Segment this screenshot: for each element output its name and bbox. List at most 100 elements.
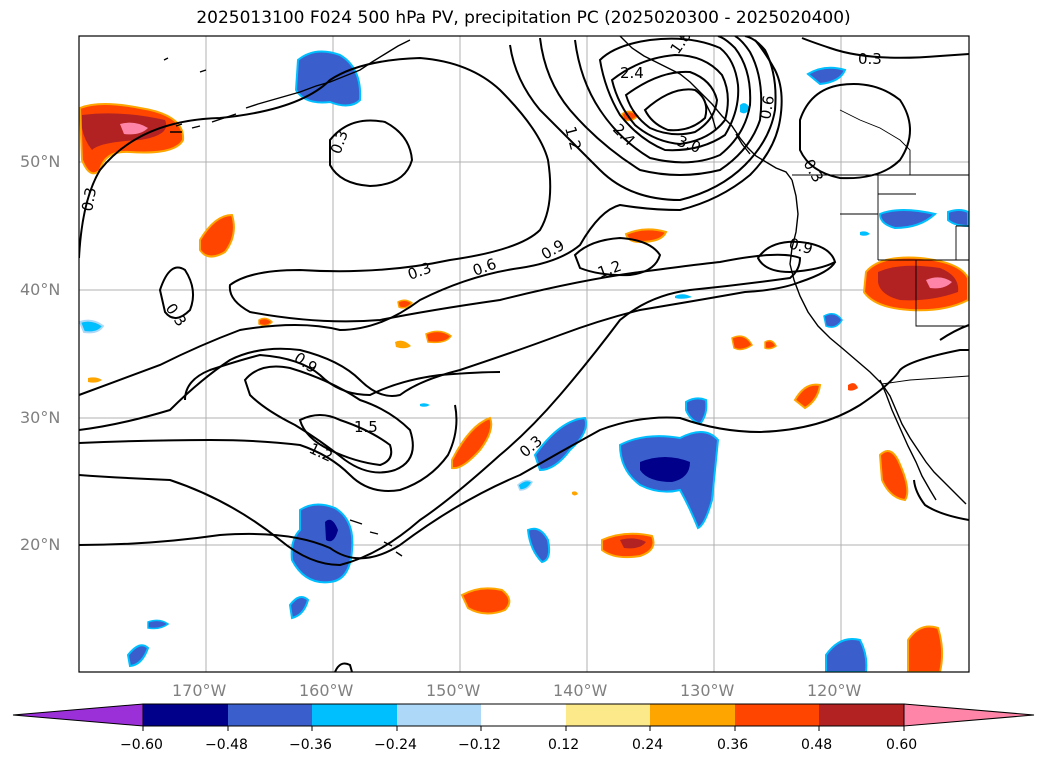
precip-blob-positive: [199, 213, 235, 258]
pv-contour-1.2-loop: [573, 236, 662, 277]
gridlines: [79, 36, 969, 672]
colorbar-extend-low: [12, 703, 144, 727]
pv-contour-1.2: [79, 404, 458, 492]
map-background: [79, 36, 969, 672]
pv-contour-2.1-cutoff: [598, 37, 740, 152]
coastline-hawaii: [349, 519, 403, 557]
colorbar-swatch: [143, 704, 228, 726]
pv-contour-0.3-ne: [801, 37, 969, 59]
precip-blob-negative: [147, 619, 170, 630]
colorbar-swatch: [228, 704, 312, 726]
coastline-baja: [879, 379, 937, 501]
precip-blob-negative-core: [325, 519, 338, 542]
precip-blob-negative: [126, 644, 150, 668]
figure-title: 2025013100 F024 500 hPa PV, precipitatio…: [196, 8, 851, 28]
precip-blob-positive: [451, 416, 493, 470]
precip-blob-negative: [878, 209, 938, 230]
lon-label-120w: 120°W: [807, 681, 862, 700]
colorbar-swatch: [650, 704, 735, 726]
precip-blob-positive-core: [620, 538, 646, 549]
precip-blob-positive: [88, 377, 102, 383]
colorbar-tick-label: −0.24: [374, 737, 417, 753]
colorbar-tick-label: 0.24: [632, 737, 664, 753]
pv-contour-0.9-sw-loop: [243, 365, 414, 474]
pv-contour-0.3-south: [79, 349, 969, 560]
precip-blob-positive-core: [878, 265, 959, 301]
lat-label-20n: 20°N: [20, 535, 61, 554]
precip-blob-negative: [526, 527, 551, 564]
coastline-islands: [163, 57, 207, 127]
pv-contour-0.9-inner: [184, 353, 501, 401]
pv-contour-bottom: [334, 662, 353, 672]
contour-label: 1.2: [561, 124, 585, 152]
pv-contour-0.3-small-loop: [329, 119, 414, 188]
precip-blob-positive-peak: [120, 122, 148, 135]
pv-contour-0.3-west-loop: [158, 266, 195, 319]
precip-blob-negative: [517, 479, 533, 491]
colorbar-swatch: [566, 704, 650, 726]
precip-blob-negative: [288, 595, 310, 620]
pv-contour-1.5-cutoff: [539, 36, 763, 176]
pv-contours: [79, 36, 969, 672]
precip-blob-negative: [420, 403, 430, 407]
precip-blob-positive: [425, 330, 453, 344]
precip-blob-negative: [675, 294, 692, 299]
pv-contour-southeast: [913, 324, 969, 521]
lat-label-40n: 40°N: [20, 280, 61, 299]
colorbar-tick-label: −0.60: [120, 737, 163, 753]
colorbar-tick-label: 0.12: [548, 737, 580, 753]
lon-label-130w: 130°W: [680, 681, 735, 700]
precip-blob-negative: [290, 503, 354, 584]
political-borders: [792, 109, 969, 385]
precip-blob-positive: [572, 491, 578, 496]
coastline-west-us: [789, 179, 967, 505]
precip-blob-negative: [823, 313, 843, 328]
precip-blob-positive: [395, 340, 411, 349]
colorbar-tick-label: 0.48: [801, 737, 833, 753]
precip-blob-positive: [848, 383, 858, 391]
border-us-mexico: [881, 375, 969, 385]
pv-contour-2.7-cutoff: [624, 70, 719, 136]
pv-contour-1.8-cutoff: [574, 36, 752, 164]
contour-label: 0.3: [78, 186, 100, 213]
colorbar-swatch: [735, 704, 819, 726]
colorbar-tick-label: −0.12: [458, 737, 501, 753]
precip-blob-negative: [79, 319, 105, 334]
precip-blob-positive: [258, 317, 274, 327]
pv-contour-0.6: [79, 39, 783, 396]
colorbar-frame: [142, 703, 905, 727]
colorbar-swatch: [481, 704, 566, 726]
precip-blob-positive: [764, 339, 777, 350]
lon-label-170w: 170°W: [172, 681, 227, 700]
contour-label: 1.5: [354, 418, 378, 436]
coastlines: [163, 36, 967, 557]
precip-blob-negative: [294, 50, 362, 107]
precip-shading: [79, 50, 969, 672]
colorbar-swatch: [312, 704, 397, 726]
border-canada-provinces: [839, 109, 911, 175]
lat-label-50n: 50°N: [20, 152, 61, 171]
pv-contour-1.2-cutoff: [509, 36, 777, 202]
map-frame: [78, 35, 970, 673]
precip-blob-negative: [825, 638, 868, 672]
precip-blob-negative: [533, 416, 587, 472]
precip-blob-positive: [878, 450, 909, 502]
colorbar-tick-label: −0.36: [289, 737, 332, 753]
lon-label-160w: 160°W: [299, 681, 354, 700]
precip-blob-negative: [860, 231, 870, 236]
colorbar-extend-high: [903, 703, 1035, 727]
pv-contour-0.3-main: [79, 56, 802, 567]
precip-blob-positive: [397, 299, 414, 309]
pv-contour-3.0-cutoff: [643, 88, 708, 132]
contour-label: 0.6: [756, 94, 778, 121]
border-us-states: [840, 175, 969, 327]
precip-blob-negative: [740, 103, 750, 114]
contour-label: 2.4: [620, 64, 644, 82]
coastline-alaska-aleutians: [170, 39, 411, 133]
colorbar-ticks: [142, 726, 905, 731]
pv-contour-2.4-cutoff: [610, 53, 729, 146]
pv-contour-1.5: [298, 414, 393, 467]
colorbar-swatch: [819, 704, 904, 726]
